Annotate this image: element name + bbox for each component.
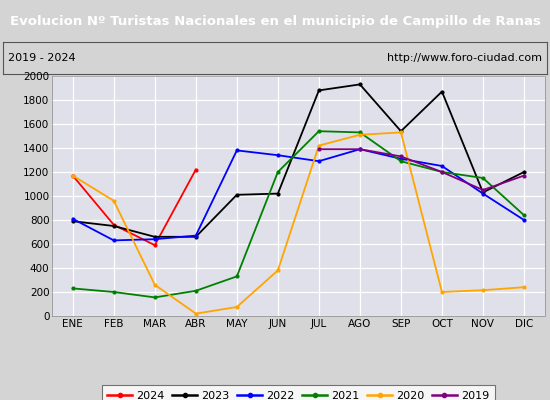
Text: Evolucion Nº Turistas Nacionales en el municipio de Campillo de Ranas: Evolucion Nº Turistas Nacionales en el m…	[9, 14, 541, 28]
Text: 2019 - 2024: 2019 - 2024	[8, 53, 76, 63]
Legend: 2024, 2023, 2022, 2021, 2020, 2019: 2024, 2023, 2022, 2021, 2020, 2019	[102, 385, 495, 400]
Text: http://www.foro-ciudad.com: http://www.foro-ciudad.com	[387, 53, 542, 63]
